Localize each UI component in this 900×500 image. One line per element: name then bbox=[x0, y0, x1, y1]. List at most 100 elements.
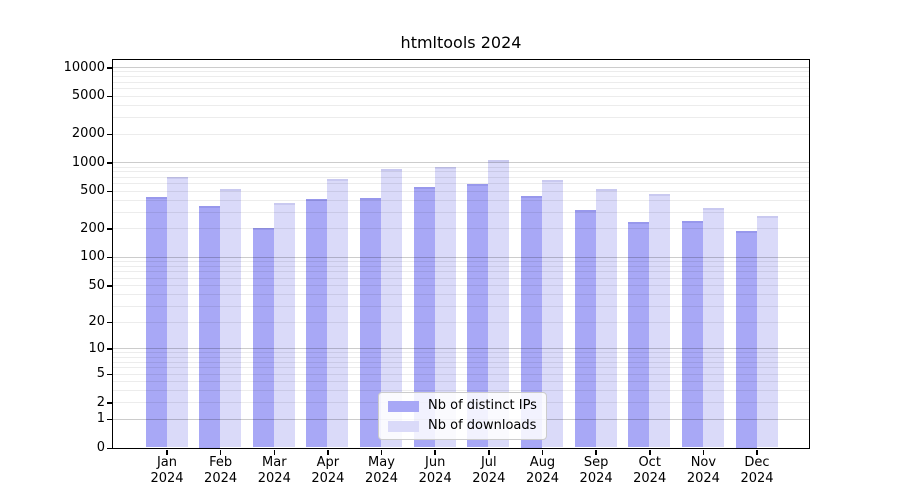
x-tick-year: 2024 bbox=[311, 471, 345, 486]
y-tick-label-10: 10 bbox=[88, 340, 105, 356]
gridline-minor bbox=[112, 356, 809, 358]
chart-title: htmltools 2024 bbox=[400, 33, 522, 52]
gridline-minor bbox=[112, 266, 809, 267]
bar-downloads-feb bbox=[220, 189, 242, 448]
x-tick-mark-jul bbox=[488, 449, 490, 455]
x-tick-mark-jan bbox=[166, 449, 168, 455]
x-tick-label-mar: Mar 2024 bbox=[234, 455, 314, 487]
gridline-minor bbox=[112, 95, 809, 97]
x-tick-month: Jul bbox=[480, 455, 497, 470]
x-tick-year: 2024 bbox=[525, 471, 560, 486]
y-tick-label-2: 2 bbox=[96, 394, 105, 410]
bar-downloads-mar bbox=[273, 203, 295, 448]
gridline-minor bbox=[112, 381, 809, 382]
plot-area bbox=[111, 58, 810, 449]
bar-downloads-aug bbox=[542, 180, 563, 448]
gridline-minor bbox=[112, 190, 809, 192]
bar-downloads-may bbox=[381, 169, 402, 448]
gridline-minor bbox=[112, 176, 809, 178]
y-tick-mark-200 bbox=[107, 228, 112, 230]
bar-downloads-nov bbox=[702, 207, 724, 448]
y-tick-label-1: 1 bbox=[96, 411, 105, 427]
gridline-minor bbox=[112, 104, 809, 106]
x-tick-month: Jan bbox=[156, 455, 178, 470]
x-tick-label-jan: Jan 2024 bbox=[127, 455, 207, 487]
x-tick-year: 2024 bbox=[418, 471, 452, 486]
gridline-minor bbox=[112, 277, 809, 279]
x-tick-label-feb: Feb 2024 bbox=[181, 455, 261, 487]
gridline-minor bbox=[112, 305, 809, 307]
bar-distinct-ips-oct bbox=[628, 221, 650, 448]
x-tick-label-apr: Apr 2024 bbox=[288, 455, 368, 487]
bar-distinct-ips-sep bbox=[574, 209, 596, 448]
x-tick-mark-nov bbox=[702, 449, 705, 455]
y-tick-mark-5 bbox=[107, 373, 112, 375]
gridline-minor bbox=[112, 321, 809, 323]
bar-distinct-ips-apr bbox=[306, 198, 328, 448]
x-tick-year: 2024 bbox=[150, 471, 184, 486]
bar-distinct-ips-jun bbox=[413, 187, 435, 448]
y-tick-label-200: 200 bbox=[80, 220, 105, 236]
x-tick-year: 2024 bbox=[740, 471, 774, 486]
y-tick-mark-500 bbox=[107, 190, 112, 193]
x-tick-label-aug: Aug 2024 bbox=[503, 455, 583, 487]
x-tick-label-jun: Jun 2024 bbox=[395, 455, 475, 487]
bar-downloads-jun bbox=[434, 166, 456, 448]
gridline-minor bbox=[112, 88, 809, 90]
legend-row-distinct-ips: Nb of distinct IPs bbox=[388, 398, 537, 414]
bar-distinct-ips-jul bbox=[467, 184, 489, 448]
gridline-minor bbox=[112, 199, 809, 201]
bar-distinct-ips-feb bbox=[199, 206, 221, 448]
y-tick-label-500: 500 bbox=[80, 183, 105, 199]
y-tick-mark-0 bbox=[107, 447, 112, 449]
gridline-minor bbox=[112, 116, 809, 118]
x-tick-mark-apr bbox=[327, 449, 329, 455]
x-tick-year: 2024 bbox=[472, 471, 506, 486]
x-tick-year: 2024 bbox=[364, 471, 399, 486]
y-tick-mark-2 bbox=[107, 402, 112, 404]
y-tick-label-100: 100 bbox=[80, 249, 105, 265]
bar-downloads-jan bbox=[166, 176, 188, 448]
x-tick-mark-dec bbox=[756, 449, 758, 455]
gridline-minor bbox=[112, 285, 809, 287]
gridline-minor bbox=[112, 81, 809, 83]
legend-swatch-distinct-ips bbox=[388, 400, 419, 412]
gridline-minor bbox=[112, 367, 809, 369]
x-tick-month: Jun bbox=[425, 455, 446, 470]
y-tick-label-0: 0 bbox=[96, 440, 105, 455]
x-tick-month: Aug bbox=[529, 455, 556, 470]
gridline-minor bbox=[112, 166, 809, 168]
legend-swatch-downloads bbox=[388, 420, 419, 432]
x-tick-label-nov: Nov 2024 bbox=[663, 455, 743, 487]
bar-distinct-ips-dec bbox=[735, 230, 757, 448]
x-tick-label-jul: Jul 2024 bbox=[449, 455, 529, 487]
x-tick-month: Sep bbox=[583, 455, 609, 470]
y-tick-mark-5000 bbox=[107, 95, 112, 98]
gridline-minor bbox=[112, 373, 809, 375]
bar-distinct-ips-aug bbox=[521, 196, 542, 448]
gridline-major bbox=[112, 162, 809, 164]
y-tick-label-5: 5 bbox=[96, 366, 105, 381]
y-tick-label-20: 20 bbox=[88, 314, 105, 330]
x-tick-month: Oct bbox=[638, 455, 661, 470]
x-tick-mark-sep bbox=[595, 449, 597, 455]
x-tick-mark-mar bbox=[273, 449, 275, 455]
x-tick-mark-feb bbox=[219, 449, 222, 455]
x-tick-year: 2024 bbox=[686, 471, 720, 486]
legend: Nb of distinct IPs Nb of downloads bbox=[378, 392, 547, 440]
gridline-minor bbox=[112, 271, 809, 273]
y-tick-mark-100 bbox=[107, 256, 112, 259]
y-tick-mark-2000 bbox=[107, 133, 112, 135]
gridline-major bbox=[112, 256, 809, 258]
gridline-minor bbox=[112, 361, 809, 363]
x-tick-year: 2024 bbox=[204, 471, 238, 486]
x-tick-month: Dec bbox=[744, 455, 770, 470]
gridline-major bbox=[112, 67, 809, 68]
y-tick-mark-10 bbox=[107, 348, 112, 350]
y-tick-label-2000: 2000 bbox=[71, 126, 105, 141]
bar-distinct-ips-jan bbox=[145, 196, 167, 448]
legend-label-distinct-ips: Nb of distinct IPs bbox=[428, 398, 537, 413]
x-tick-month: Mar bbox=[262, 455, 287, 470]
bar-downloads-sep bbox=[595, 189, 617, 448]
